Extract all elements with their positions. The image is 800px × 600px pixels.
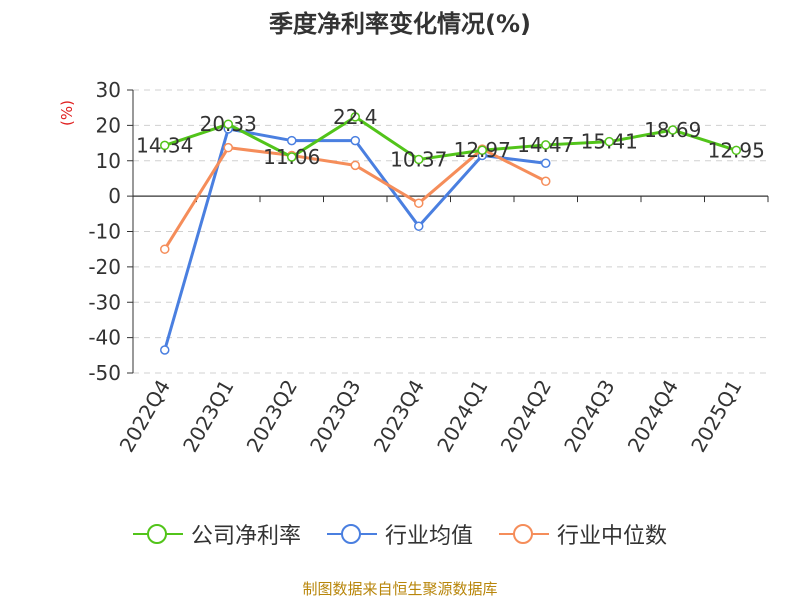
data-label: 14.47 <box>517 133 574 157</box>
data-point <box>414 154 424 165</box>
y-tick-label: 10 <box>96 149 121 173</box>
y-tick-label: -30 <box>88 290 121 314</box>
data-point <box>350 160 360 171</box>
data-point <box>414 198 424 208</box>
data-label: 12.97 <box>454 138 511 162</box>
legend-label: 行业均值 <box>384 524 473 549</box>
data-point <box>541 176 551 187</box>
series-lines <box>160 112 741 355</box>
y-tick-label: 20 <box>96 113 121 137</box>
x-tick-label: 2024Q2 <box>496 376 556 457</box>
y-tick-label: -50 <box>88 361 121 385</box>
data-label: 11.06 <box>263 145 320 169</box>
data-point <box>541 140 551 150</box>
data-point <box>668 125 678 135</box>
data-label: 14.34 <box>136 133 193 157</box>
x-tick-label: 2023Q1 <box>178 376 238 457</box>
data-point <box>160 345 170 355</box>
data-label: 20.33 <box>200 112 257 136</box>
y-tick-label: -40 <box>88 326 121 350</box>
x-tick-label: 2024Q3 <box>559 376 619 457</box>
gridlines <box>133 89 768 374</box>
legend-item[interactable]: 行业均值 <box>326 518 473 550</box>
data-point <box>604 136 614 147</box>
x-tick-label: 2023Q3 <box>305 376 365 457</box>
legend-label: 公司净利率 <box>190 524 301 549</box>
data-point <box>414 221 424 231</box>
data-point <box>160 140 170 151</box>
y-tick-label: -10 <box>88 220 121 244</box>
legend-label: 行业中位数 <box>557 524 668 549</box>
y-tick-label: 30 <box>96 78 121 102</box>
legend-item[interactable]: 公司净利率 <box>132 518 301 550</box>
data-point <box>287 152 297 162</box>
data-point <box>350 135 360 146</box>
data-point <box>477 145 487 155</box>
source-note: 制图数据来自恒生聚源数据库 <box>302 580 498 598</box>
data-label: 12.95 <box>708 138 765 162</box>
data-point <box>223 119 233 129</box>
data-point <box>287 135 297 146</box>
data-point <box>160 244 170 254</box>
legend-marker-icon <box>132 522 183 546</box>
x-tick-label: 2023Q4 <box>369 376 429 457</box>
data-point <box>223 142 233 153</box>
x-tick-label: 2025Q1 <box>686 376 746 457</box>
x-tick-label: 2023Q2 <box>242 376 302 457</box>
legend: 公司净利率 行业均值 行业中位数 <box>0 518 800 550</box>
legend-marker-icon <box>326 522 377 546</box>
data-point <box>731 145 741 156</box>
data-label: 15.41 <box>581 130 638 154</box>
legend-marker-icon <box>499 522 549 546</box>
data-label: 10.37 <box>390 147 447 171</box>
series-line <box>164 115 737 161</box>
legend-item[interactable]: 行业中位数 <box>499 518 667 550</box>
y-tick-label: 0 <box>108 184 121 208</box>
data-label: 18.69 <box>644 118 701 142</box>
data-point <box>541 158 551 168</box>
data-point <box>350 112 360 122</box>
x-tick-label: 2024Q4 <box>623 376 683 457</box>
data-label: 22.4 <box>333 105 378 129</box>
chart-title: 季度净利率变化情况(%) <box>269 10 531 38</box>
x-tick-label: 2024Q1 <box>432 376 492 457</box>
x-tick-label: 2022Q4 <box>115 376 175 457</box>
y-tick-label: -20 <box>88 255 121 279</box>
